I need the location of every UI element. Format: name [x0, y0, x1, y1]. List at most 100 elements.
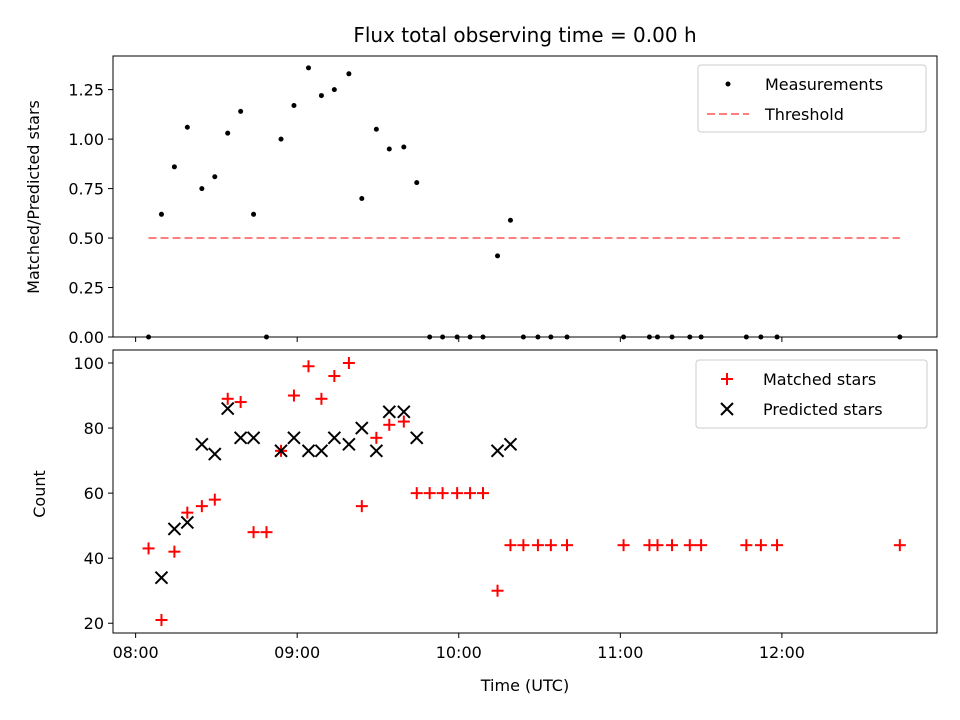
- measurement-point: [238, 108, 244, 114]
- predicted-star-point: [397, 405, 411, 419]
- measurement-point: [199, 186, 205, 192]
- predicted-star-point: [355, 421, 369, 435]
- matched-star-point: [695, 539, 708, 552]
- measurement-point: [401, 144, 407, 150]
- matched-star-point: [328, 370, 341, 383]
- matched-star-point: [247, 526, 260, 539]
- bottom-legend-frame: [695, 359, 928, 429]
- bottom-y-tick-label: 100: [73, 354, 104, 373]
- matched-star-point: [260, 526, 273, 539]
- predicted-star-point: [221, 401, 235, 416]
- measurement-point: [495, 253, 501, 259]
- matched-star-point: [683, 539, 696, 552]
- bottom-y-tick-label: 20: [84, 614, 104, 633]
- measurement-point: [507, 217, 513, 223]
- measurement-point: [346, 71, 352, 77]
- measurement-point: [251, 211, 257, 217]
- matched-star-point: [476, 487, 489, 500]
- legend-label-matched-stars: Matched stars: [763, 370, 876, 389]
- predicted-star-point: [274, 444, 288, 458]
- matched-star-point: [315, 392, 328, 405]
- matched-star-point: [370, 431, 383, 444]
- matched-star-point: [666, 539, 679, 552]
- measurement-point: [291, 102, 297, 108]
- measurement-point: [278, 136, 284, 142]
- matched-star-point: [617, 539, 630, 552]
- bottom-y-tick-label: 40: [84, 549, 104, 568]
- top-legend-frame: [697, 64, 927, 133]
- matched-star-point: [517, 539, 530, 552]
- bottom-legend: Matched stars Predicted stars: [695, 359, 928, 429]
- matched-star-point: [410, 487, 423, 500]
- top-y-tick-label: 0.50: [68, 229, 104, 248]
- matched-star-point: [355, 500, 368, 513]
- matched-star-point: [287, 389, 300, 402]
- predicted-star-point: [327, 431, 342, 445]
- matched-star-point: [155, 613, 168, 626]
- bottom-y-tick-label: 60: [84, 484, 104, 503]
- predicted-star-point: [342, 437, 356, 452]
- measurement-point: [386, 146, 392, 152]
- matched-star-point: [142, 542, 155, 555]
- predicted-star-point: [233, 431, 248, 445]
- bottom-x-tick-label: 10:00: [436, 643, 482, 662]
- matched-star-point: [168, 545, 181, 558]
- predicted-star-point: [208, 447, 222, 461]
- predicted-star-point: [369, 444, 384, 458]
- measurement-point: [184, 124, 190, 130]
- bottom-x-tick-label: 09:00: [274, 643, 320, 662]
- measurement-point: [331, 87, 337, 93]
- bottom-x-axis-label: Time (UTC): [480, 676, 569, 695]
- bottom-x-tick-label: 08:00: [113, 643, 159, 662]
- top-y-tick-label: 0.25: [68, 279, 104, 298]
- top-legend: Measurements Threshold: [697, 64, 927, 133]
- measurement-point: [414, 180, 420, 186]
- matched-star-point: [893, 539, 906, 552]
- top-y-tick-label: 1.25: [68, 81, 104, 100]
- top-x-axis: [135, 337, 783, 342]
- bottom-x-axis: 08:00 09:00 10:00 11:00 12:00: [113, 633, 805, 662]
- measurement-point: [158, 211, 164, 217]
- matched-star-point: [436, 487, 449, 500]
- legend-label-measurements: Measurements: [765, 75, 883, 94]
- matched-star-point: [531, 539, 544, 552]
- top-y-axis-label: Matched/Predicted stars: [24, 100, 43, 294]
- measurement-point: [318, 93, 324, 99]
- predicted-star-point: [167, 522, 182, 536]
- predicted-star-point: [490, 444, 505, 458]
- matched-star-point: [651, 539, 664, 552]
- matched-star-point: [451, 487, 464, 500]
- legend-label-predicted-stars: Predicted stars: [763, 400, 883, 419]
- measurement-point: [171, 164, 177, 170]
- predicted-stars-legend-marker: [720, 402, 734, 416]
- matched-star-point: [740, 539, 753, 552]
- matched-star-point: [504, 539, 517, 552]
- measurement-point: [359, 195, 365, 201]
- predicted-star-point: [287, 431, 301, 445]
- matched-star-point: [221, 392, 234, 405]
- predicted-star-point: [410, 431, 424, 445]
- matched-star-point: [423, 487, 436, 500]
- top-plot-area: [146, 65, 903, 340]
- measurements-legend-marker: [725, 81, 731, 87]
- top-y-axis: 0.00 0.25 0.50 0.75 1.00 1.25: [68, 81, 113, 347]
- bottom-y-axis: 20 40 60 80 100: [73, 354, 113, 633]
- matched-star-point: [383, 418, 396, 431]
- measurement-point: [373, 126, 379, 132]
- bottom-plot-area: [142, 357, 906, 626]
- bottom-x-tick-label: 11:00: [597, 643, 643, 662]
- matched-star-point: [342, 357, 355, 370]
- top-axes-frame: [112, 55, 938, 338]
- bottom-y-axis-label: Count: [30, 470, 49, 518]
- predicted-star-point: [246, 431, 261, 445]
- matched-stars-legend-marker: [721, 373, 733, 385]
- matched-star-point: [544, 539, 557, 552]
- top-y-tick-label: 0.00: [68, 328, 104, 347]
- top-chart-title: Flux total observing time = 0.00 h: [353, 23, 696, 47]
- predicted-star-point: [314, 444, 329, 458]
- matched-star-point: [302, 360, 315, 373]
- measurement-point: [225, 130, 231, 136]
- bottom-axes-frame: [112, 349, 938, 634]
- measurement-point: [212, 174, 218, 180]
